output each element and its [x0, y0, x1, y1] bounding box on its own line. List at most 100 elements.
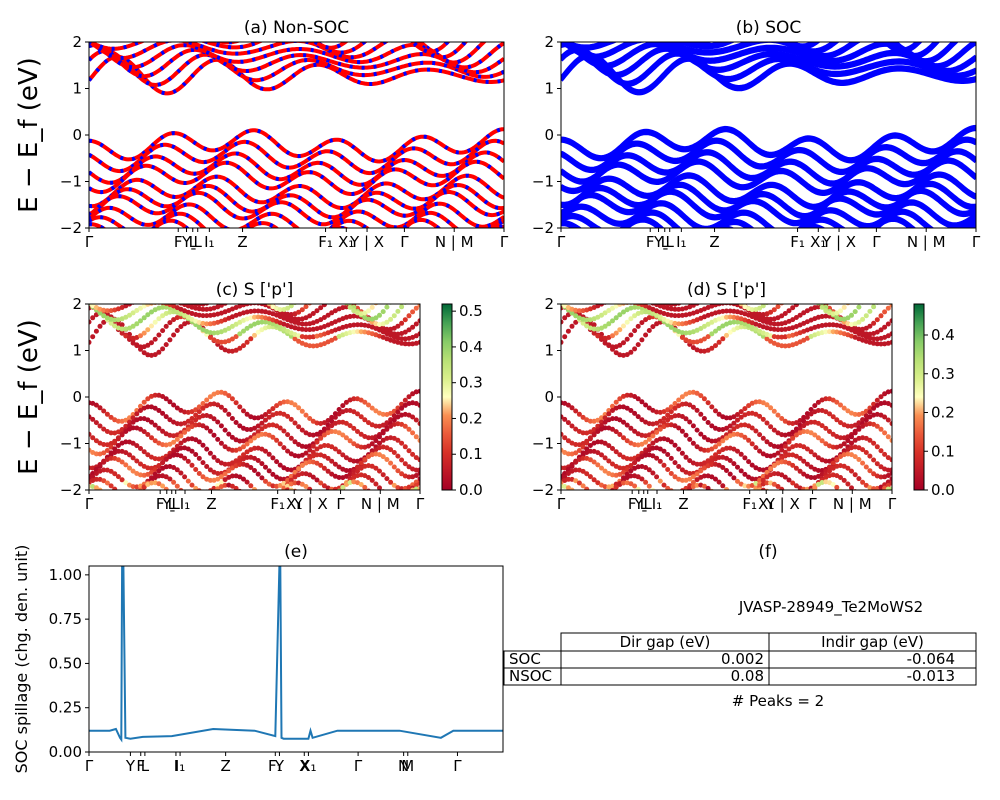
colorbar-tick-label: 0.5: [459, 302, 483, 320]
band-point: [808, 485, 814, 490]
band-point: [874, 397, 880, 403]
band-point: [347, 330, 353, 336]
band-point: [134, 335, 140, 340]
band-point: [119, 427, 125, 432]
band-point: [668, 439, 674, 445]
band-point: [226, 431, 232, 437]
band-point: [606, 458, 612, 464]
band-point: [101, 408, 107, 414]
band-point: [690, 339, 696, 345]
band-point: [120, 296, 125, 301]
band-point: [163, 323, 169, 329]
band-point: [860, 479, 866, 485]
band-point: [413, 321, 419, 327]
band-point: [668, 455, 674, 461]
band-point: [325, 468, 331, 474]
band-point: [311, 297, 316, 302]
band-point: [285, 477, 291, 483]
band-point: [321, 315, 327, 320]
band-point: [138, 472, 143, 478]
band-point: [871, 494, 876, 499]
band-point: [399, 304, 405, 310]
band-point: [841, 463, 847, 469]
band-point: [215, 339, 221, 344]
band-point: [281, 411, 287, 417]
band-point: [399, 421, 405, 427]
band-point: [171, 317, 177, 323]
band-point: [307, 313, 313, 319]
band-point: [742, 434, 748, 440]
band-point: [867, 437, 873, 443]
panel-a-bands: [89, 42, 504, 228]
band-point: [665, 485, 671, 490]
band-point: [200, 327, 206, 333]
band-point: [347, 480, 353, 485]
band-point: [410, 391, 416, 397]
band-point: [863, 482, 869, 488]
band-point: [731, 420, 737, 426]
band-point: [827, 480, 832, 486]
band-point: [797, 468, 803, 474]
band-point: [218, 404, 224, 410]
band-point: [701, 465, 707, 471]
band-point: [735, 506, 740, 511]
band-point: [384, 435, 390, 441]
band-point: [643, 332, 649, 338]
band-point: [156, 408, 162, 413]
band-point: [130, 468, 136, 474]
band-point: [587, 429, 593, 435]
band-point: [93, 438, 99, 444]
panel-c-xtick-label: Γ: [336, 495, 345, 513]
band-point: [336, 411, 342, 417]
band-point: [299, 481, 305, 487]
band-point: [724, 512, 729, 517]
band-point: [650, 445, 656, 451]
band-point: [410, 451, 416, 457]
band-point: [849, 322, 854, 327]
band-point: [296, 424, 302, 430]
band-point: [277, 476, 283, 482]
band-point: [333, 286, 338, 291]
band-point: [252, 308, 257, 314]
band-point: [351, 409, 357, 415]
band-point: [738, 422, 744, 428]
band-point: [665, 422, 671, 428]
band-point: [274, 403, 280, 409]
band-point: [410, 341, 416, 347]
band-point: [749, 324, 755, 330]
band-point: [885, 417, 891, 423]
band-point: [669, 499, 674, 504]
band-point: [867, 468, 873, 474]
colorbar-tick-label: 0.3: [931, 365, 955, 383]
band-point: [720, 483, 726, 489]
band-point: [145, 452, 151, 458]
band-point: [336, 475, 342, 480]
band-point: [245, 496, 250, 501]
band-point: [384, 285, 389, 290]
panel-b-title: (b) SOC: [736, 18, 802, 38]
band-point: [698, 411, 704, 417]
band-point: [617, 452, 623, 458]
band-point: [709, 503, 714, 508]
band-point: [130, 455, 136, 461]
band-point: [561, 319, 564, 325]
panel-d-xtick-label: F₁: [742, 495, 757, 513]
band-point: [602, 310, 608, 316]
panel-a-xtick-label: I₁: [204, 233, 214, 251]
panel-a-xtick-label: Z: [237, 233, 247, 251]
band-point: [200, 320, 206, 326]
band-point: [562, 298, 567, 303]
band-point: [764, 420, 770, 426]
band-point: [757, 432, 763, 438]
band-point: [772, 292, 777, 297]
band-point: [790, 317, 796, 323]
band-point: [229, 473, 235, 479]
band-point: [196, 488, 202, 490]
band-point: [569, 405, 575, 411]
band-point: [867, 453, 873, 459]
band-point: [182, 312, 188, 318]
band-point: [355, 480, 360, 486]
colorbar-tick-label: 0.4: [459, 338, 483, 356]
band-point: [713, 507, 718, 512]
band-point: [115, 443, 121, 448]
